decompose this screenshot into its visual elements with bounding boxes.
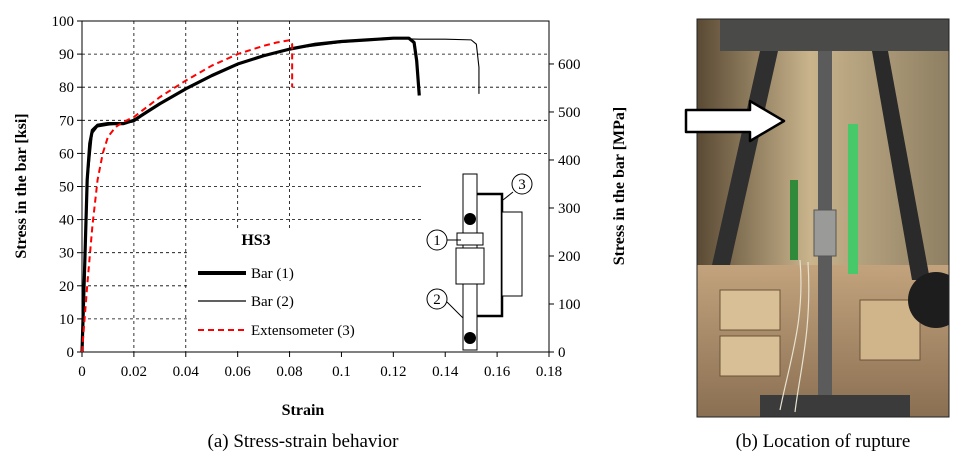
x-ticks: 0 0.02 0.04 0.06 0.08 0.1 0.12 0.14 0.16 0.18 — [78, 352, 562, 380]
x-tick-label: 0.18 — [536, 364, 562, 380]
gridlines — [82, 21, 549, 352]
y-ticks-right: 0 100 200 300 400 500 600 — [549, 57, 581, 361]
y-tick-label-right: 400 — [558, 153, 581, 169]
x-tick-label: 0.14 — [432, 364, 459, 380]
y-tick-label-left: 40 — [59, 213, 74, 229]
cables — [779, 259, 810, 413]
rupture-photo: (b) Location of rupture — [684, 18, 950, 452]
rupture-arrow-icon — [684, 99, 786, 143]
x-axis-label: Strain — [282, 402, 325, 419]
y-tick-label-left: 60 — [59, 146, 74, 162]
drawer-1 — [719, 289, 781, 331]
label-leader-2 — [446, 301, 464, 319]
x-tick-label: 0.08 — [276, 364, 302, 380]
y-tick-label-left: 20 — [59, 279, 74, 295]
strain-gauge-dot-2 — [464, 332, 476, 344]
photo-frame — [696, 18, 950, 418]
y-tick-label-right: 500 — [558, 105, 581, 121]
label-circle-3 — [511, 173, 533, 195]
y-tick-label-right: 200 — [558, 249, 581, 265]
caption-b: (b) Location of rupture — [736, 431, 911, 452]
y-tick-label-left: 10 — [59, 312, 74, 328]
y-tick-label-left: 30 — [59, 246, 74, 262]
y-axis-label-right: Stress in the bar [MPa] — [611, 107, 628, 266]
strain-gauge-dot-1 — [464, 213, 476, 225]
dark-object — [908, 272, 949, 328]
label-circle-2 — [426, 288, 448, 310]
grip-bottom — [760, 395, 910, 417]
legend: HS3 Bar (1) Bar (2) Extensometer (3) — [190, 228, 426, 350]
label-number-3: 3 — [518, 177, 526, 193]
y-tick-label-right: 0 — [558, 345, 566, 361]
y-tick-label-right: 100 — [558, 297, 581, 313]
y-tick-label-left: 90 — [59, 47, 74, 63]
series-lines — [80, 36, 480, 353]
y-tick-label-left: 0 — [67, 345, 75, 361]
schematic-mask — [424, 168, 548, 351]
label-circle-1 — [426, 229, 448, 251]
y-ticks-left: 0 10 20 30 40 50 60 70 80 90 100 — [52, 14, 82, 361]
x-tick-label: 0.12 — [380, 364, 406, 380]
y-tick-label-left: 100 — [52, 14, 75, 30]
y-tick-label-left: 80 — [59, 80, 74, 96]
series-line-extensometer-3 — [81, 39, 294, 353]
y-tick-label-right: 600 — [558, 57, 581, 73]
x-tick-label: 0.16 — [484, 364, 511, 380]
drawer-2 — [719, 335, 781, 377]
label-number-1: 1 — [433, 233, 441, 249]
machine-top — [720, 19, 949, 51]
y-tick-label-left: 70 — [59, 113, 74, 129]
caption-a: (a) Stress-strain behavior — [208, 431, 400, 452]
legend-label-bar1: Bar (1) — [251, 266, 294, 282]
label-number-2: 2 — [433, 292, 441, 308]
coupler-top — [456, 232, 484, 246]
legend-label-extensometer: Extensometer (3) — [251, 323, 355, 339]
x-tick-label: 0.02 — [121, 364, 147, 380]
x-tick-label: 0.1 — [332, 364, 351, 380]
series-line-bar-1 — [80, 36, 421, 353]
y-tick-label-right: 300 — [558, 201, 581, 217]
legend-label-bar2: Bar (2) — [251, 294, 294, 310]
y-axis-label-left: Stress in the bar [ksi] — [13, 113, 30, 258]
coupler-body — [455, 247, 485, 285]
green-stand — [790, 180, 798, 260]
legend-title: HS3 — [241, 232, 270, 249]
machine-column-left — [712, 51, 778, 265]
specimen-coupler — [813, 209, 837, 257]
x-tick-label: 0 — [78, 364, 86, 380]
extensometer-arm — [501, 211, 523, 297]
x-tick-label: 0.06 — [225, 364, 252, 380]
specimen-schematic: 1 2 3 — [424, 168, 548, 351]
label-leader-3 — [502, 191, 514, 201]
x-tick-label: 0.04 — [173, 364, 200, 380]
machine-column-right — [872, 51, 930, 280]
green-bracket — [848, 124, 858, 274]
stress-strain-chart: 0 0.02 0.04 0.06 0.08 0.1 0.12 0.14 0.16 0.18 010… — [13, 14, 628, 452]
y-tick-label-left: 50 — [59, 180, 74, 196]
